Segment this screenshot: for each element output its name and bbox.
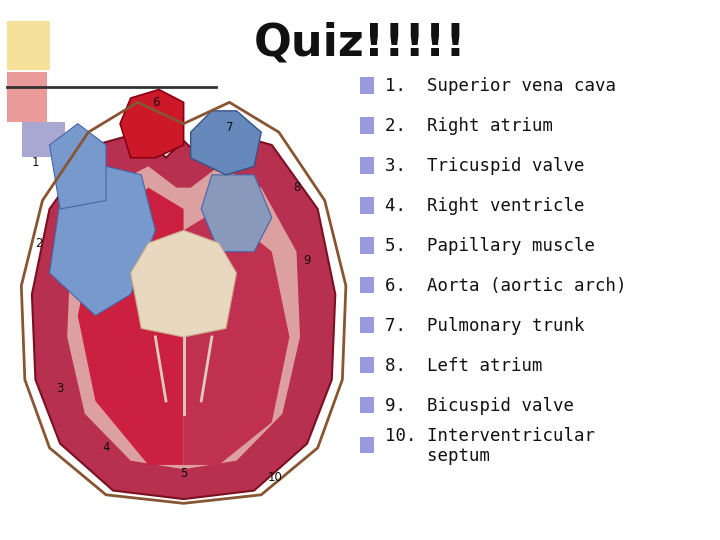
FancyBboxPatch shape xyxy=(360,157,374,174)
Text: 3: 3 xyxy=(56,382,64,395)
Text: Quiz!!!!!: Quiz!!!!! xyxy=(253,22,467,65)
Text: 2: 2 xyxy=(35,237,42,249)
Polygon shape xyxy=(50,166,156,315)
Text: 5.  Papillary muscle: 5. Papillary muscle xyxy=(385,237,595,255)
Text: 10: 10 xyxy=(268,471,283,484)
Text: 6: 6 xyxy=(152,96,159,109)
Text: 4: 4 xyxy=(102,441,109,454)
Polygon shape xyxy=(184,209,289,465)
FancyBboxPatch shape xyxy=(22,122,65,157)
Polygon shape xyxy=(50,124,106,209)
Text: 7.  Pulmonary trunk: 7. Pulmonary trunk xyxy=(385,317,585,335)
Polygon shape xyxy=(32,132,336,499)
FancyBboxPatch shape xyxy=(360,197,374,213)
Text: 1: 1 xyxy=(32,156,39,168)
FancyBboxPatch shape xyxy=(360,77,374,94)
FancyBboxPatch shape xyxy=(360,397,374,414)
Text: 3.  Tricuspid valve: 3. Tricuspid valve xyxy=(385,157,585,176)
Text: 7: 7 xyxy=(225,122,233,134)
Text: 9.  Bicuspid valve: 9. Bicuspid valve xyxy=(385,397,575,415)
Text: 5: 5 xyxy=(180,467,187,480)
Polygon shape xyxy=(131,230,236,337)
Polygon shape xyxy=(191,111,261,175)
Polygon shape xyxy=(78,187,184,465)
Text: 8.  Left atrium: 8. Left atrium xyxy=(385,357,543,375)
FancyBboxPatch shape xyxy=(360,357,374,374)
FancyBboxPatch shape xyxy=(7,21,50,70)
FancyBboxPatch shape xyxy=(7,72,47,122)
Polygon shape xyxy=(67,166,300,469)
FancyBboxPatch shape xyxy=(360,437,374,453)
Text: 10. Interventricular
    septum: 10. Interventricular septum xyxy=(385,427,595,465)
Text: 1.  Superior vena cava: 1. Superior vena cava xyxy=(385,77,616,96)
FancyBboxPatch shape xyxy=(360,237,374,253)
Text: 2.  Right atrium: 2. Right atrium xyxy=(385,117,553,136)
FancyBboxPatch shape xyxy=(360,117,374,133)
FancyBboxPatch shape xyxy=(360,278,374,294)
Text: 6.  Aorta (aortic arch): 6. Aorta (aortic arch) xyxy=(385,277,626,295)
Polygon shape xyxy=(120,90,184,158)
Polygon shape xyxy=(202,175,272,252)
Text: 8: 8 xyxy=(293,181,300,194)
FancyBboxPatch shape xyxy=(360,317,374,333)
Text: 4.  Right ventricle: 4. Right ventricle xyxy=(385,197,585,215)
Text: 9: 9 xyxy=(303,254,311,267)
